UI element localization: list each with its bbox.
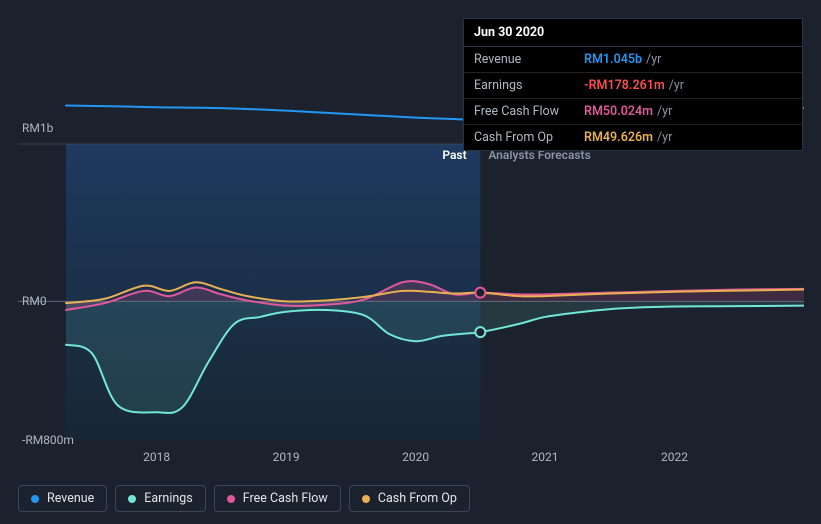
tooltip-metric: Free Cash Flow xyxy=(474,104,584,119)
legend-item-cfo[interactable]: Cash From Op xyxy=(349,485,470,512)
tooltip-row: Earnings-RM178.261m/yr xyxy=(464,73,802,99)
tooltip-panel: Jun 30 2020 RevenueRM1.045b/yrEarnings-R… xyxy=(463,18,803,151)
tooltip-unit: /yr xyxy=(669,78,684,93)
legend-label: Cash From Op xyxy=(378,491,457,506)
legend-label: Free Cash Flow xyxy=(243,491,328,506)
tooltip-unit: /yr xyxy=(646,52,661,67)
tooltip-row: Free Cash FlowRM50.024m/yr xyxy=(464,99,802,125)
tooltip-value: -RM178.261m xyxy=(584,78,665,93)
legend-dot xyxy=(362,495,370,503)
tooltip-metric: Cash From Op xyxy=(474,130,584,145)
tooltip-value: RM49.626m xyxy=(584,130,653,145)
legend-dot xyxy=(128,495,136,503)
legend-label: Revenue xyxy=(47,491,94,506)
legend-dot xyxy=(227,495,235,503)
tooltip-date: Jun 30 2020 xyxy=(464,19,802,47)
legend-item-fcf[interactable]: Free Cash Flow xyxy=(214,485,341,512)
legend: Revenue Earnings Free Cash Flow Cash From O… xyxy=(18,485,470,512)
tooltip-unit: /yr xyxy=(657,130,672,145)
tooltip-row: Cash From OpRM49.626m/yr xyxy=(464,125,802,150)
tooltip-unit: /yr xyxy=(657,104,672,119)
legend-label: Earnings xyxy=(144,491,192,506)
legend-item-revenue[interactable]: Revenue xyxy=(18,485,107,512)
tooltip-value: RM50.024m xyxy=(584,104,653,119)
tooltip-metric: Earnings xyxy=(474,78,584,93)
legend-dot xyxy=(31,495,39,503)
tooltip-value: RM1.045b xyxy=(584,52,642,67)
legend-item-earnings[interactable]: Earnings xyxy=(115,485,205,512)
tooltip-metric: Revenue xyxy=(474,52,584,67)
tooltip-row: RevenueRM1.045b/yr xyxy=(464,47,802,73)
